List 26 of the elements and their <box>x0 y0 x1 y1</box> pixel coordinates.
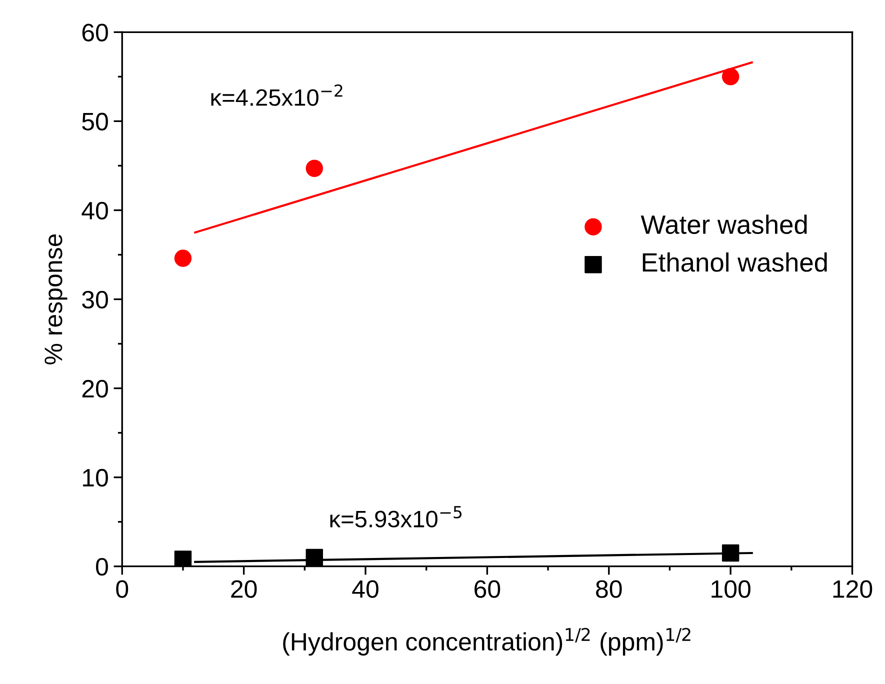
y-tick-label: 20 <box>82 380 108 398</box>
point <box>306 160 324 177</box>
y-tick-label: 60 <box>82 24 108 42</box>
legend-label: Ethanol washed <box>642 252 827 272</box>
y-axis-title: % response <box>44 234 68 364</box>
point <box>722 544 740 562</box>
y-tick-label: 40 <box>82 202 108 220</box>
x-tick-label: 80 <box>596 580 622 598</box>
x-tick-label: 120 <box>833 580 872 598</box>
x-tick-label: 20 <box>231 580 257 598</box>
x-tick-label: 0 <box>116 580 128 598</box>
x-axis-title: (Hydrogen concentration)$^{1/2}$ (ppm)$^{1/2}$ <box>283 628 690 656</box>
x-tick-label: 100 <box>712 580 750 598</box>
legend-label: Water washed <box>640 214 807 234</box>
annotation: κ=4.25x10$^{−2}$ <box>211 84 342 106</box>
y-tick-label: 0 <box>96 558 108 576</box>
point <box>174 250 192 267</box>
point <box>174 550 192 566</box>
point <box>306 548 324 566</box>
y-tick-label: 10 <box>83 468 108 487</box>
point <box>722 68 740 86</box>
annotation: κ=5.93x10$^{−5}$ <box>330 506 462 528</box>
x-tick-label: 40 <box>352 580 378 598</box>
y-tick-label: 50 <box>82 112 108 130</box>
y-tick-label: 30 <box>82 290 108 309</box>
x-tick-label: 60 <box>474 580 500 598</box>
